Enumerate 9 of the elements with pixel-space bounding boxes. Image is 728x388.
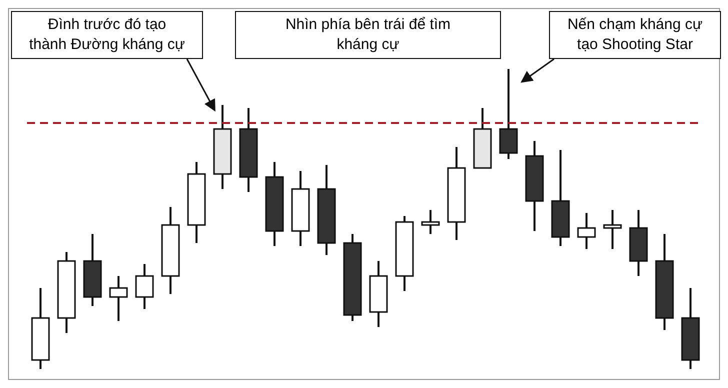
candlestick (421, 209, 440, 235)
candlestick (499, 69, 518, 160)
note-box: Nến chạm kháng cự tạo Shooting Star (549, 11, 721, 59)
candlestick (577, 212, 596, 250)
candlestick (109, 275, 128, 322)
candlestick (603, 209, 622, 250)
candlestick (135, 263, 154, 310)
note-box: Đình trước đó tạo thành Đường kháng cự (11, 11, 203, 59)
note-box: Nhìn phía bên trái để tìm kháng cự (235, 11, 501, 59)
